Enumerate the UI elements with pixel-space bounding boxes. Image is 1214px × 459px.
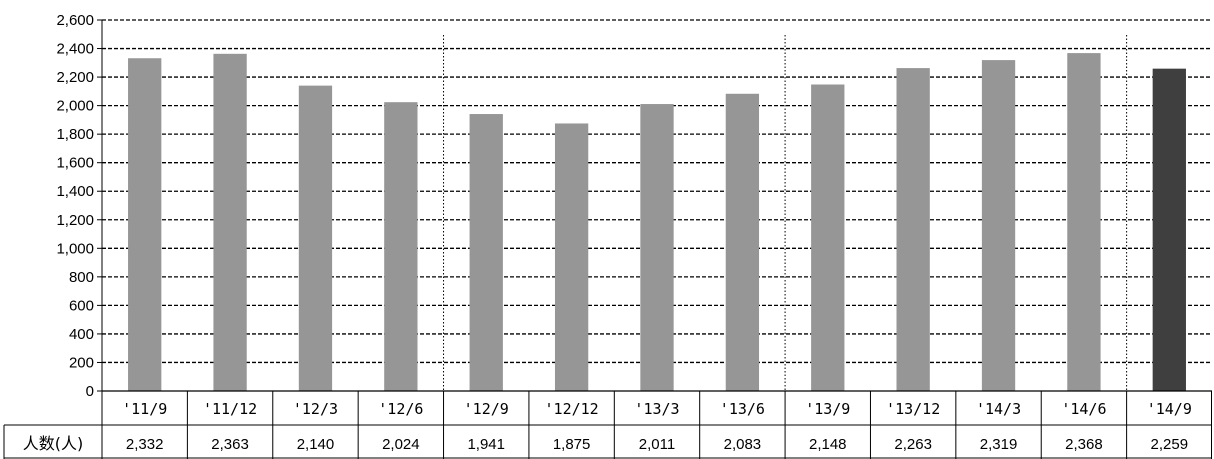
bar (640, 104, 674, 391)
bar (1152, 68, 1186, 391)
bars (128, 53, 1186, 392)
value-label: 2,363 (211, 436, 249, 453)
bar (1067, 53, 1101, 391)
bar (554, 123, 589, 392)
value-label: 1,941 (467, 436, 505, 453)
category-label: '13/3 (634, 400, 679, 418)
bar (981, 60, 1016, 392)
category-label: '11/12 (203, 400, 257, 418)
category-label: '14/6 (1061, 400, 1106, 418)
y-tick-label: 2,400 (56, 41, 94, 58)
category-label: '13/6 (720, 400, 765, 418)
y-tick-label: 600 (69, 297, 94, 314)
y-tick-label: 1,600 (56, 155, 94, 172)
y-tick-label: 200 (69, 354, 94, 371)
bar (298, 85, 333, 391)
category-label: '13/12 (886, 400, 940, 418)
y-tick-label: 400 (69, 326, 94, 343)
y-tick-label: 1,400 (56, 183, 94, 200)
category-label: '14/3 (976, 400, 1021, 418)
y-tick-label: 800 (69, 269, 94, 286)
bar (128, 58, 162, 391)
y-tick-label: 0 (86, 383, 94, 400)
category-label: '11/9 (122, 400, 167, 418)
value-label: 2,011 (639, 436, 675, 453)
y-tick-label: 2,600 (56, 12, 94, 29)
category-label: '14/9 (1147, 400, 1192, 418)
value-label: 2,083 (724, 436, 762, 453)
bar (725, 93, 760, 392)
bar (213, 53, 247, 391)
bar (469, 114, 503, 391)
category-label: '12/3 (293, 400, 338, 418)
value-label: 2,140 (297, 436, 335, 453)
y-tick-label: 1,000 (56, 240, 94, 257)
bar (896, 68, 930, 391)
category-label: '12/6 (378, 400, 423, 418)
category-label: '12/12 (545, 400, 599, 418)
value-label: 2,368 (1065, 436, 1103, 453)
data-table: '11/9 2,332 '11/12 2,363 '12/3 2,140 '12/6 2,02… (3, 390, 1212, 459)
y-tick-label: 2,000 (56, 98, 94, 115)
value-label: 2,319 (980, 436, 1018, 453)
category-label: '12/9 (464, 400, 509, 418)
bar (811, 84, 845, 392)
y-axis: 0 200 400 600 800 1,000 1,200 1,400 1,600 1,800 2,… (56, 12, 103, 400)
value-label: 1,875 (553, 436, 591, 453)
y-tick-label: 1,200 (56, 212, 94, 229)
value-label: 2,263 (894, 436, 932, 453)
value-label: 2,259 (1151, 436, 1189, 453)
category-label: '13/9 (805, 400, 850, 418)
series-row-label: 人数(人) (23, 434, 84, 453)
y-tick-label: 2,200 (56, 69, 94, 86)
y-tick-label: 1,800 (56, 126, 94, 143)
value-label: 2,024 (382, 436, 420, 453)
value-label: 2,332 (126, 436, 164, 453)
bar (384, 102, 418, 392)
year-separators (443, 35, 1128, 391)
value-label: 2,148 (809, 436, 847, 453)
